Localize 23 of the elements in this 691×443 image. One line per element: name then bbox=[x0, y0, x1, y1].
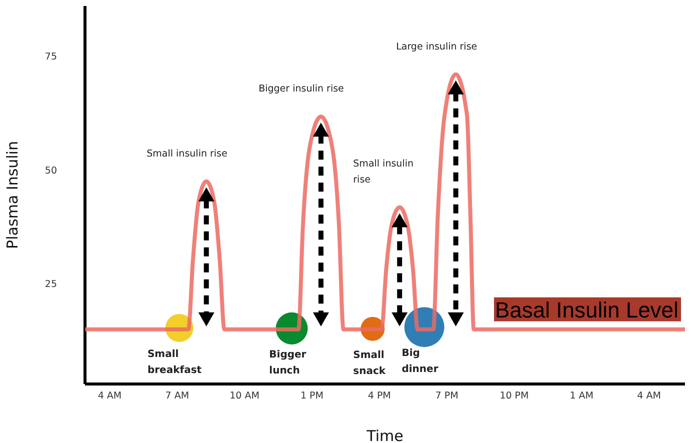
y-tick-label: 25 bbox=[44, 279, 57, 290]
y-axis-title: Plasma Insulin bbox=[3, 141, 22, 249]
x-tick-label: 4 PM bbox=[368, 390, 391, 402]
x-tick-label: 7 PM bbox=[435, 390, 458, 402]
annotation: Small insulin rise bbox=[146, 148, 228, 160]
x-axis-title: Time bbox=[366, 427, 404, 443]
annotation: Large insulin rise bbox=[396, 41, 478, 52]
annotation: Small insulin rise bbox=[353, 158, 414, 186]
annotation: Bigger insulin rise bbox=[258, 84, 344, 95]
annotation: Big dinner bbox=[402, 348, 438, 376]
y-tick-label: 75 bbox=[44, 51, 57, 62]
x-tick-label: 10 AM bbox=[230, 390, 260, 402]
x-tick-label: 4 AM bbox=[98, 390, 122, 402]
x-tick-label: 1 PM bbox=[300, 390, 324, 402]
x-tick-label: 10 PM bbox=[500, 390, 529, 402]
x-tick-label: 4 AM bbox=[637, 390, 661, 402]
x-tick-label: 1 AM bbox=[570, 390, 594, 402]
x-tick-label: 7 AM bbox=[165, 390, 190, 402]
annotation: Small breakfast bbox=[147, 348, 202, 376]
y-tick-label: 50 bbox=[44, 165, 57, 176]
annotation: Bigger lunch bbox=[269, 349, 306, 376]
annotation: Basal Insulin Level bbox=[494, 297, 678, 322]
annotation: Small snack bbox=[353, 350, 386, 377]
